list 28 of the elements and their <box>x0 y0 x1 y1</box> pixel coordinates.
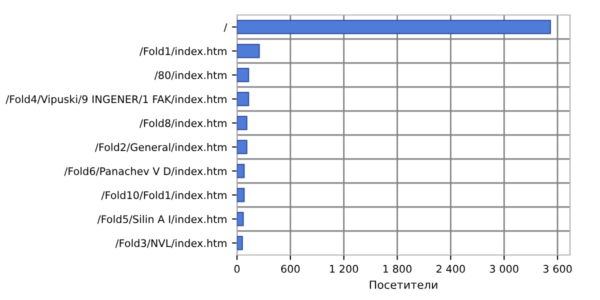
bar <box>237 116 248 130</box>
bar <box>237 212 244 226</box>
x-tick-label: 1 800 <box>384 264 412 273</box>
y-tick-label: /Fold6/Panachev V D/index.htm <box>64 167 226 176</box>
y-tick-label: / <box>224 23 228 32</box>
bar <box>237 44 260 58</box>
bar <box>237 92 250 106</box>
x-tick-label: 2 400 <box>436 264 465 273</box>
bar <box>237 236 243 250</box>
y-tick-label: /Fold2/General/index.htm <box>94 143 226 152</box>
bar <box>237 68 250 82</box>
x-tick-label: 600 <box>281 264 300 273</box>
x-tick-label: 3 600 <box>543 264 572 273</box>
y-tick-label: /80/index.htm <box>154 71 226 80</box>
y-tick-label: /Fold3/NVL/index.htm <box>115 239 226 248</box>
y-tick-label: /Fold1/index.htm <box>139 47 226 56</box>
x-tick-label: 1 200 <box>330 264 358 273</box>
bar <box>237 140 248 154</box>
x-tick-label: 0 <box>234 264 240 273</box>
x-axis-title: Посетители <box>370 280 438 289</box>
y-tick-label: /Fold10/Fold1/index.htm <box>101 191 226 200</box>
y-tick-label: /Fold4/Vipuski/9 INGENER/1 FAK/index.htm <box>6 95 226 106</box>
bar <box>237 20 551 34</box>
bar <box>237 164 245 178</box>
x-tick-label: 3 000 <box>490 264 518 273</box>
y-tick-label: /Fold5/Silin A I/index.htm <box>97 215 226 224</box>
y-tick-label: /Fold8/index.htm <box>139 119 226 128</box>
bar <box>237 188 245 202</box>
